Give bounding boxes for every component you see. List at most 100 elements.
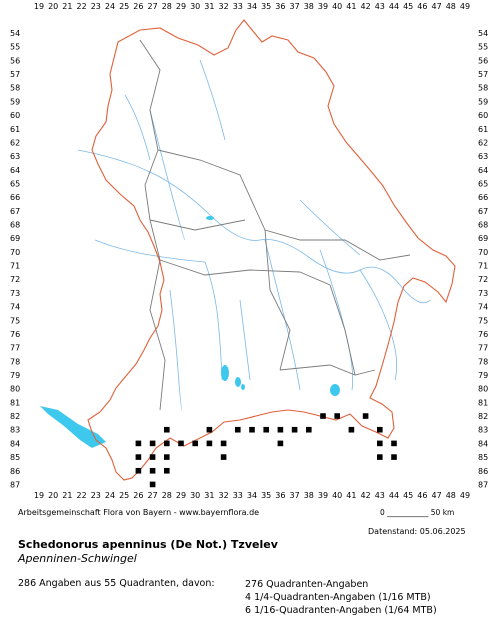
x-tick-label: 44 bbox=[389, 491, 399, 500]
y-tick-label: 55 bbox=[478, 43, 488, 52]
x-tick-label: 40 bbox=[332, 2, 342, 11]
y-tick-label: 61 bbox=[10, 125, 20, 134]
y-tick-label: 76 bbox=[478, 330, 488, 339]
record-square bbox=[235, 426, 241, 433]
scientific-name: Schedonorus apenninus (De Not.) Tzvelev bbox=[18, 538, 278, 551]
x-tick-label: 23 bbox=[91, 491, 101, 500]
x-tick-label: 39 bbox=[318, 2, 328, 11]
x-tick-label: 45 bbox=[403, 491, 413, 500]
y-tick-label: 87 bbox=[478, 480, 488, 489]
x-tick-label: 23 bbox=[91, 2, 101, 11]
y-tick-label: 77 bbox=[10, 344, 20, 353]
breakdown-quarter: 4 1/4-Quadranten-Angaben (1/16 MTB) bbox=[245, 592, 431, 603]
record-square bbox=[334, 413, 340, 419]
x-tick-label: 37 bbox=[290, 2, 300, 11]
record-square bbox=[391, 454, 397, 460]
y-tick-label: 63 bbox=[10, 152, 20, 161]
x-tick-label: 32 bbox=[219, 491, 229, 500]
y-tick-label: 81 bbox=[478, 398, 488, 407]
record-square bbox=[291, 426, 298, 433]
y-tick-label: 81 bbox=[10, 398, 20, 407]
record-square bbox=[320, 413, 326, 419]
y-tick-label: 60 bbox=[10, 111, 20, 120]
record-square bbox=[164, 467, 170, 474]
record-square bbox=[149, 467, 156, 474]
x-tick-label: 41 bbox=[346, 491, 356, 500]
record-square bbox=[206, 440, 213, 447]
x-tick-label: 47 bbox=[432, 2, 442, 11]
common-name: Apenninen-Schwingel bbox=[18, 552, 137, 565]
record-square bbox=[178, 440, 184, 447]
y-tick-label: 57 bbox=[10, 70, 20, 79]
record-square bbox=[164, 454, 170, 460]
y-tick-label: 56 bbox=[478, 56, 488, 65]
x-tick-label: 36 bbox=[275, 491, 285, 500]
y-tick-label: 84 bbox=[478, 439, 488, 448]
x-tick-label: 35 bbox=[261, 2, 271, 11]
distribution-map: 19 20 21 22 23 24 25 26 27 28 29 30 31 32 33 34 35 36 37 38… bbox=[10, 2, 488, 500]
x-tick-label: 32 bbox=[219, 2, 229, 11]
bavaria-border bbox=[87, 19, 456, 481]
y-tick-label: 66 bbox=[478, 193, 488, 202]
data-date: Datenstand: 05.06.2025 bbox=[368, 527, 466, 536]
admin-boundaries bbox=[139, 39, 411, 411]
y-tick-label: 62 bbox=[10, 138, 20, 147]
y-tick-label: 80 bbox=[478, 385, 488, 394]
y-tick-label: 54 bbox=[10, 29, 20, 38]
x-tick-label: 34 bbox=[247, 2, 257, 11]
y-tick-label: 56 bbox=[10, 56, 20, 65]
x-tick-label: 22 bbox=[77, 2, 87, 11]
record-square bbox=[348, 426, 355, 433]
x-tick-label: 46 bbox=[417, 491, 427, 500]
x-tick-label: 28 bbox=[162, 2, 172, 11]
x-tick-label: 43 bbox=[375, 2, 385, 11]
y-tick-label: 84 bbox=[10, 439, 20, 448]
y-tick-label: 69 bbox=[10, 234, 20, 243]
y-tick-label: 65 bbox=[10, 179, 20, 188]
x-tick-label: 43 bbox=[375, 491, 385, 500]
record-square bbox=[377, 426, 383, 433]
x-tick-label: 37 bbox=[290, 491, 300, 500]
record-square bbox=[277, 440, 284, 447]
y-tick-label: 80 bbox=[10, 385, 20, 394]
x-tick-label: 26 bbox=[133, 491, 143, 500]
x-tick-label: 45 bbox=[403, 2, 413, 11]
y-tick-label: 71 bbox=[10, 262, 20, 271]
y-tick-label: 57 bbox=[478, 70, 488, 79]
x-axis-top: 19 20 21 22 23 24 25 26 27 28 29 30 31 32 33 34 35 36 37 38… bbox=[34, 2, 470, 11]
record-square bbox=[263, 426, 269, 433]
breakdown-list: 276 Quadranten-Angaben 4 1/4-Quadranten-… bbox=[245, 578, 437, 617]
x-tick-label: 35 bbox=[261, 491, 271, 500]
record-square bbox=[164, 440, 170, 447]
record-square bbox=[377, 454, 383, 460]
y-axis-left: 54 55 56 57 58 59 60 61 62 63 64 65 66 67 68 69 70 71 72 73… bbox=[10, 29, 20, 489]
y-tick-label: 55 bbox=[10, 43, 20, 52]
records bbox=[135, 413, 397, 488]
y-tick-label: 79 bbox=[10, 371, 20, 380]
y-tick-label: 83 bbox=[478, 426, 488, 435]
record-square bbox=[220, 454, 227, 460]
x-tick-label: 40 bbox=[332, 491, 342, 500]
record-square bbox=[135, 467, 142, 474]
y-tick-label: 70 bbox=[478, 248, 488, 257]
record-square bbox=[135, 440, 142, 447]
y-tick-label: 61 bbox=[478, 125, 488, 134]
x-tick-label: 25 bbox=[119, 491, 129, 500]
y-tick-label: 83 bbox=[10, 426, 20, 435]
x-tick-label: 33 bbox=[233, 491, 243, 500]
y-tick-label: 59 bbox=[478, 97, 488, 106]
y-tick-label: 65 bbox=[478, 179, 488, 188]
y-tick-label: 75 bbox=[10, 316, 20, 325]
lakes bbox=[40, 216, 340, 448]
breakdown-quadrant: 276 Quadranten-Angaben bbox=[245, 579, 369, 590]
x-tick-label: 30 bbox=[190, 2, 200, 11]
x-tick-label: 38 bbox=[304, 2, 314, 11]
x-tick-label: 42 bbox=[361, 491, 371, 500]
y-tick-label: 67 bbox=[478, 207, 488, 216]
y-tick-label: 68 bbox=[478, 221, 488, 230]
y-tick-label: 79 bbox=[478, 371, 488, 380]
x-tick-label: 31 bbox=[204, 2, 214, 11]
y-tick-label: 85 bbox=[478, 453, 488, 462]
y-tick-label: 86 bbox=[10, 467, 20, 476]
record-square bbox=[306, 426, 312, 433]
